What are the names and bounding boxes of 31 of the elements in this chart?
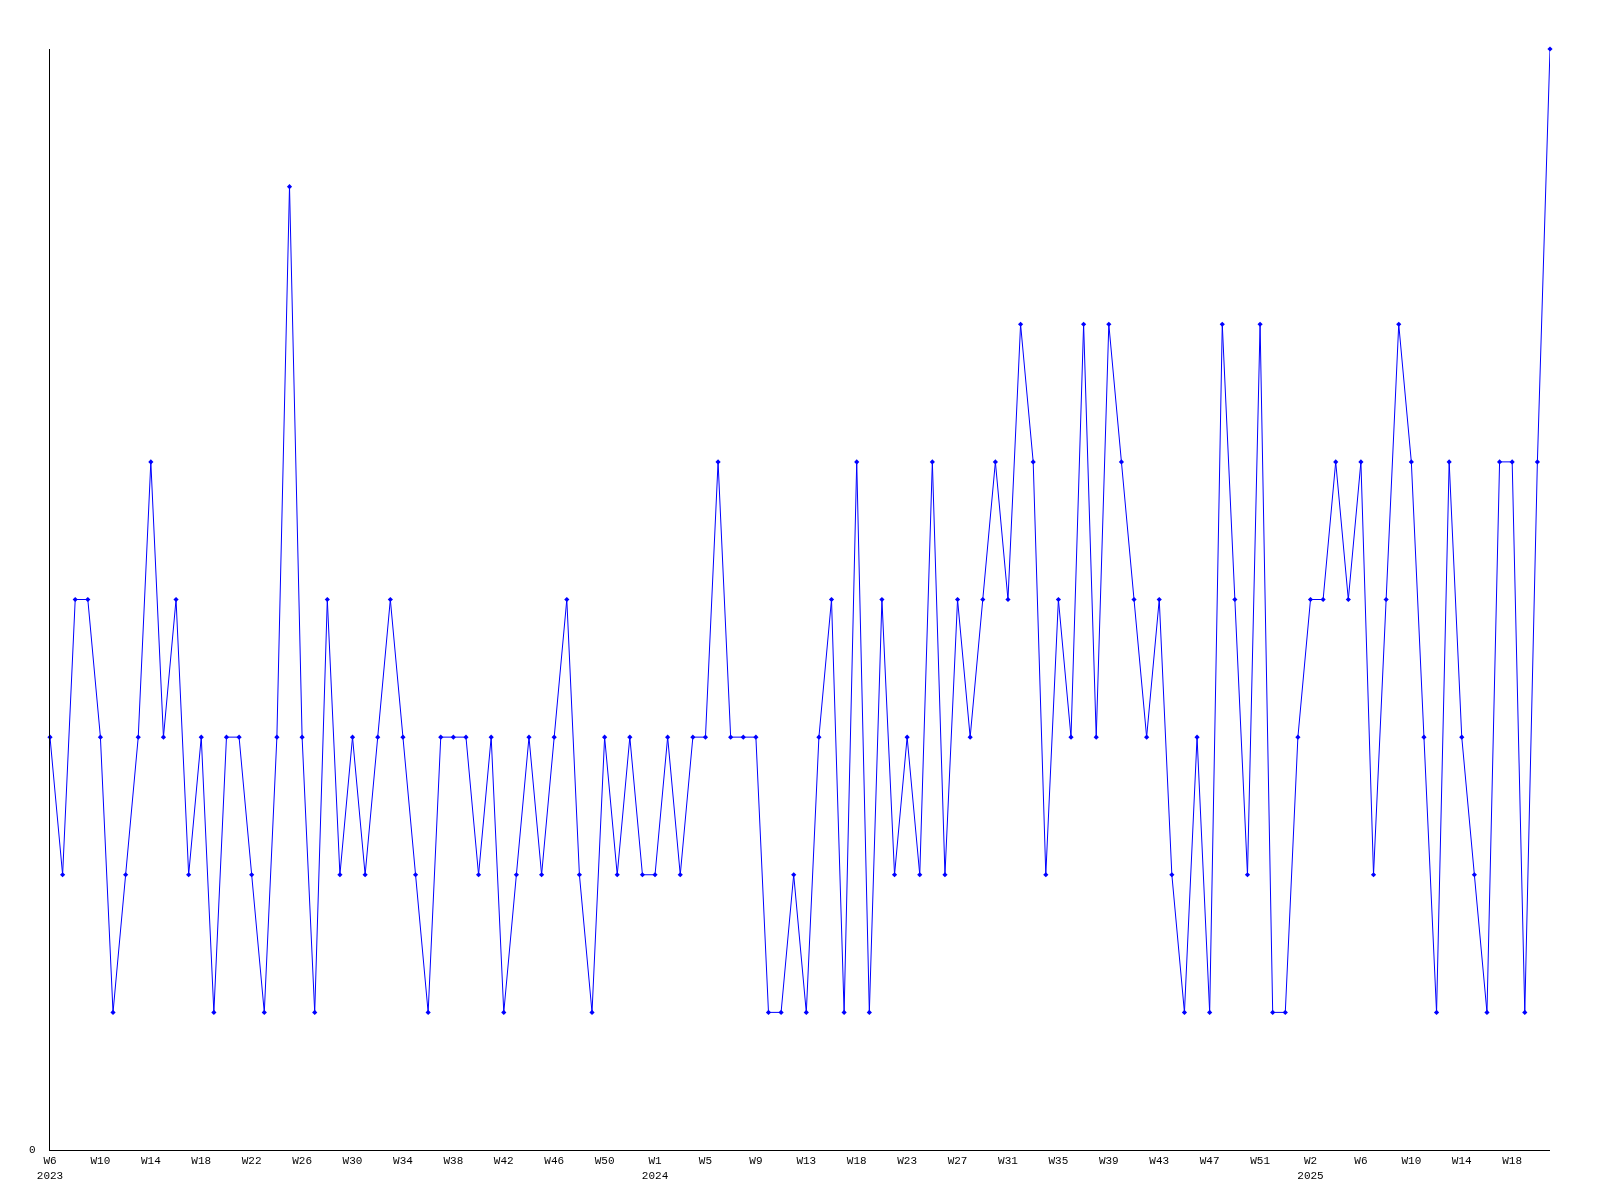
x-tick-label: W35 <box>1048 1155 1069 1168</box>
x-tick-label: W1 2024 <box>641 1155 669 1182</box>
x-tick-label: W22 <box>241 1155 262 1168</box>
x-tick-label: W38 <box>443 1155 464 1168</box>
x-tick-label: W47 <box>1199 1155 1220 1168</box>
x-tick-label: W13 <box>796 1155 817 1168</box>
x-tick-label: W31 <box>998 1155 1019 1168</box>
x-tick-label: W42 <box>493 1155 514 1168</box>
x-tick-label: W5 <box>698 1155 713 1168</box>
text: 0 <box>29 1144 36 1156</box>
x-tick-label: W43 <box>1149 1155 1170 1168</box>
x-tick-label: W18 <box>1502 1155 1523 1168</box>
x-tick-label: W10 <box>90 1155 111 1168</box>
x-tick-label: W18 <box>846 1155 867 1168</box>
x-tick-label: W6 <box>1354 1155 1368 1168</box>
x-tick-label: W6 2023 <box>36 1155 64 1182</box>
x-tick-label: W27 <box>947 1155 968 1168</box>
x-tick-label: W46 <box>544 1155 565 1168</box>
x-tick-label: W9 <box>749 1155 763 1168</box>
x-tick-label: W14 <box>140 1155 162 1168</box>
x-tick-label: W23 <box>897 1155 918 1168</box>
x-tick-label: W30 <box>342 1155 363 1168</box>
x-tick-label: W34 <box>393 1155 414 1168</box>
x-tick-label: W51 <box>1250 1155 1271 1168</box>
x-tick-label: W2 2025 <box>1297 1155 1324 1182</box>
x-tick-label: W50 <box>594 1155 615 1168</box>
x-tick-label: W39 <box>1098 1155 1119 1168</box>
x-tick-label: W26 <box>292 1155 313 1168</box>
x-tick-label: W18 <box>191 1155 212 1168</box>
x-tick-label: W14 <box>1451 1155 1473 1168</box>
x-tick-label: W10 <box>1401 1155 1422 1168</box>
